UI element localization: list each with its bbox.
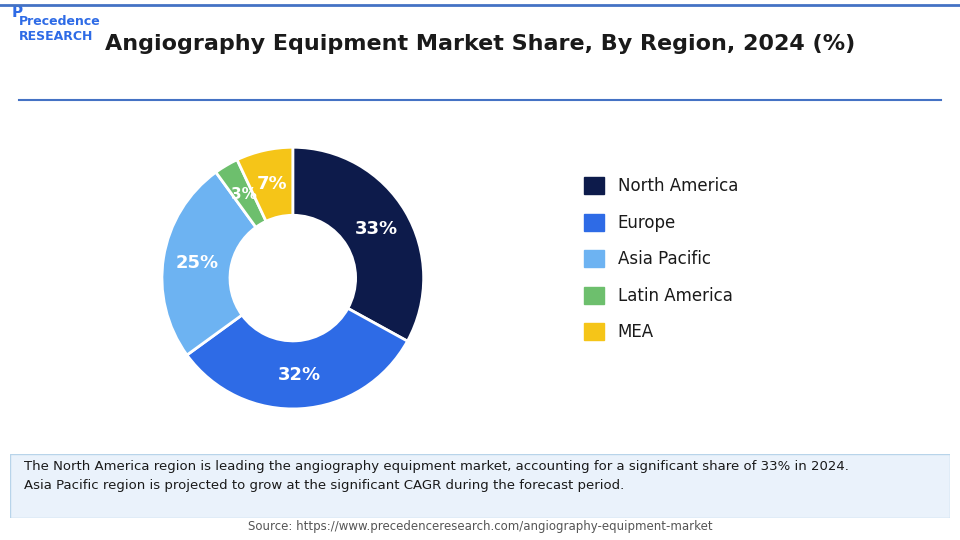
Legend: North America, Europe, Asia Pacific, Latin America, MEA: North America, Europe, Asia Pacific, Lat…: [585, 177, 738, 341]
Text: 33%: 33%: [354, 220, 397, 238]
Wedge shape: [237, 147, 293, 221]
Wedge shape: [187, 308, 407, 409]
Wedge shape: [216, 160, 266, 227]
FancyBboxPatch shape: [10, 454, 950, 518]
Text: 32%: 32%: [277, 366, 321, 384]
Text: The North America region is leading the angiography equipment market, accounting: The North America region is leading the …: [24, 460, 849, 492]
Text: 7%: 7%: [256, 174, 287, 193]
Text: Source: https://www.precedenceresearch.com/angiography-equipment-market: Source: https://www.precedenceresearch.c…: [248, 520, 712, 533]
Text: Angiography Equipment Market Share, By Region, 2024 (%): Angiography Equipment Market Share, By R…: [105, 33, 855, 54]
Wedge shape: [293, 147, 423, 341]
Text: Precedence
RESEARCH: Precedence RESEARCH: [19, 15, 101, 43]
Text: 25%: 25%: [176, 254, 219, 272]
Wedge shape: [162, 172, 256, 355]
Text: 3%: 3%: [230, 187, 256, 202]
Text: P: P: [12, 5, 23, 20]
